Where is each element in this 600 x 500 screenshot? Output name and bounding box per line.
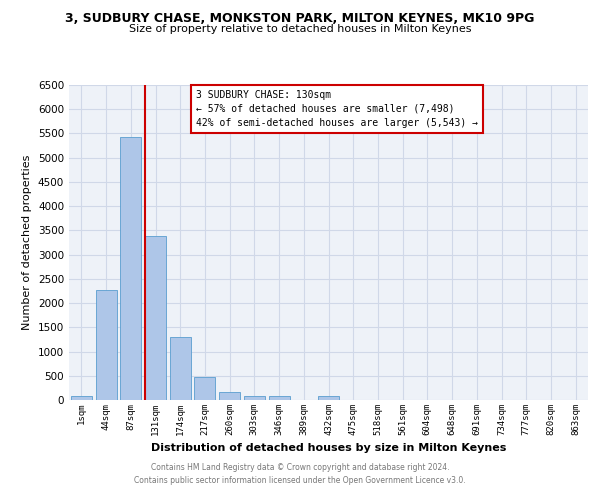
Text: Contains HM Land Registry data © Crown copyright and database right 2024.: Contains HM Land Registry data © Crown c… (151, 464, 449, 472)
Bar (219, 392, 240, 400)
Bar (244, 396, 265, 400)
Bar (170, 338, 191, 400)
Bar (269, 396, 290, 400)
Text: 3, SUDBURY CHASE, MONKSTON PARK, MILTON KEYNES, MK10 9PG: 3, SUDBURY CHASE, MONKSTON PARK, MILTON … (65, 12, 535, 26)
X-axis label: Distribution of detached houses by size in Milton Keynes: Distribution of detached houses by size … (151, 444, 506, 454)
Bar (145, 236, 166, 400)
Text: Contains public sector information licensed under the Open Government Licence v3: Contains public sector information licen… (134, 476, 466, 485)
Text: Size of property relative to detached houses in Milton Keynes: Size of property relative to detached ho… (129, 24, 471, 34)
Bar (318, 396, 339, 400)
Bar (120, 137, 141, 400)
Y-axis label: Number of detached properties: Number of detached properties (22, 155, 32, 330)
Text: 3 SUDBURY CHASE: 130sqm
← 57% of detached houses are smaller (7,498)
42% of semi: 3 SUDBURY CHASE: 130sqm ← 57% of detache… (196, 90, 478, 128)
Bar (194, 377, 215, 400)
Bar (95, 290, 116, 400)
Bar (71, 396, 92, 400)
